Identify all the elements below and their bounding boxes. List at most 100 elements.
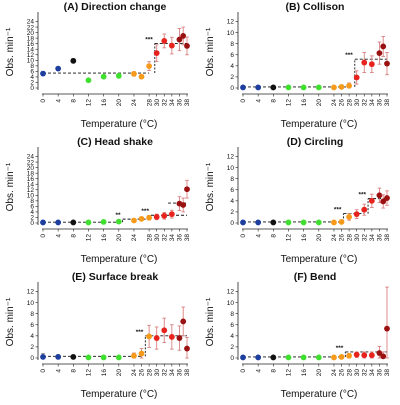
data-point [131,70,137,77]
chart-title: (F) Bend [294,271,337,283]
y-tick-label: 6 [230,187,234,194]
x-tick-label: 28 [346,99,353,107]
y-tick-label: 22 [27,24,35,31]
y-tick-label: 10 [27,300,35,307]
chart-title: (D) Circling [287,136,344,148]
data-point [138,350,145,357]
chart-title: (C) Head shake [77,136,153,148]
x-tick-label: 0 [40,369,47,373]
x-tick-label: 36 [377,234,384,242]
data-point [361,59,368,66]
y-axis-label: Obs. min⁻¹ [5,162,16,211]
data-point [161,212,168,219]
significance-label: *** [334,207,342,214]
data-point [380,353,387,360]
x-tick-label: 4 [55,234,62,238]
x-axis-label: Temperature (°C) [281,389,358,400]
y-tick-label: 24 [27,154,35,161]
x-tick-label: 12 [286,99,293,107]
y-tick-label: 18 [27,170,35,177]
data-point [184,186,190,193]
x-tick-label: 30 [154,369,161,377]
y-tick-label: 16 [27,176,35,183]
x-tick-label: 24 [131,234,138,242]
y-tick-label: 8 [30,63,34,70]
x-tick-label: 30 [154,234,161,242]
data-point [161,327,168,334]
x-tick-label: 8 [71,234,78,238]
data-point [100,218,107,225]
x-tick-label: 20 [116,369,123,377]
x-tick-label: 12 [286,234,293,242]
y-tick-label: 0 [230,220,234,227]
data-point [240,84,246,91]
data-point [180,33,187,39]
chart-panel-0: (A) Direction change02468101214161820222… [5,1,191,130]
x-tick-label: 0 [240,234,247,238]
y-tick-label: 4 [30,209,34,216]
y-tick-label: 12 [27,289,35,296]
y-axis-label: Obs. min⁻¹ [5,297,16,346]
y-tick-label: 22 [27,159,35,166]
x-tick-label: 12 [86,234,93,242]
data-point [70,57,77,64]
data-point [255,219,262,226]
data-point [285,84,292,91]
data-point [168,42,175,49]
y-tick-label: 6 [230,52,234,59]
x-tick-label: 36 [377,369,384,377]
data-point [338,83,345,90]
x-tick-label: 0 [40,234,47,238]
data-point [176,335,183,341]
x-tick-label: 28 [146,234,153,242]
x-tick-label: 24 [131,99,138,107]
x-tick-label: 38 [184,234,191,242]
data-point [153,50,160,57]
data-point [55,219,62,226]
data-point [300,354,307,361]
data-point [100,354,107,361]
data-point [331,354,337,361]
x-tick-label: 24 [131,369,138,377]
y-tick-label: 16 [27,41,35,48]
x-tick-label: 34 [369,369,376,377]
data-point [384,195,390,201]
x-tick-label: 20 [316,99,323,107]
x-tick-label: 28 [146,99,153,107]
data-point [131,217,137,224]
x-tick-label: 16 [101,99,108,107]
x-tick-label: 12 [286,369,293,377]
y-axis-label: Obs. min⁻¹ [205,162,216,211]
data-point [285,354,292,361]
x-tick-label: 4 [255,234,262,238]
data-point [255,354,262,361]
y-tick-label: 10 [227,300,235,307]
x-tick-label: 32 [361,369,368,377]
data-point [115,72,122,79]
x-tick-label: 36 [177,99,184,107]
x-tick-label: 36 [177,234,184,242]
x-tick-label: 28 [346,234,353,242]
x-tick-label: 36 [377,99,384,107]
data-point [180,318,187,325]
data-point [315,354,322,361]
data-point [184,345,190,352]
x-axis-label: Temperature (°C) [81,389,158,400]
y-tick-label: 10 [227,165,235,172]
data-point [153,214,160,220]
y-tick-label: 0 [230,355,234,362]
data-point [361,352,368,359]
y-axis-label: Obs. min⁻¹ [5,27,16,76]
data-point [184,43,190,49]
x-tick-label: 38 [384,369,391,377]
x-tick-label: 32 [361,234,368,242]
x-tick-label: 28 [146,369,153,377]
y-tick-label: 8 [230,311,234,318]
x-tick-label: 8 [271,234,278,238]
x-tick-label: 24 [331,369,338,377]
significance-label: *** [141,208,149,215]
data-point [346,352,353,359]
x-axis-label: Temperature (°C) [81,119,158,130]
